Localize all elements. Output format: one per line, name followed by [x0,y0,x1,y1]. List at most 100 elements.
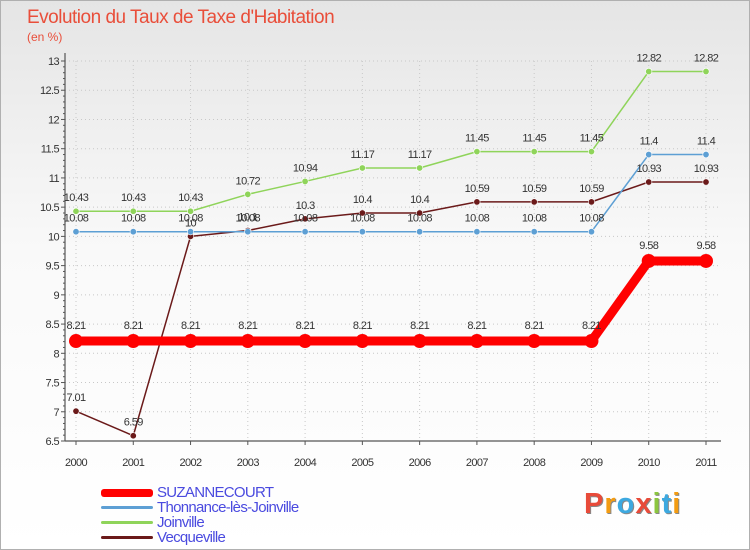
y-tick-label: 10.5 [40,202,59,214]
data-point [416,209,424,217]
x-tick-label: 2010 [638,457,661,469]
y-tick-label: 11.5 [41,144,60,156]
y-tick-label: 12.5 [40,85,59,97]
data-point [530,198,538,206]
legend-swatch [101,536,153,539]
logo-letter: o [616,488,636,520]
y-tick-label: 9.5 [46,261,60,273]
logo-letter: i [652,488,662,520]
data-point [587,148,595,156]
chart-unit: (en %) [27,30,63,44]
data-label: 10.08 [579,213,604,225]
data-label: 10.08 [236,213,261,225]
data-point [584,334,599,349]
data-point [358,164,366,172]
x-tick-label: 2009 [580,457,603,469]
series-line [75,70,707,212]
data-label: 11.45 [522,133,546,145]
legend-label: SUZANNECOURT [157,484,274,501]
data-label: 10 [185,217,197,229]
data-label: 10.59 [522,183,547,195]
series-line [75,153,707,233]
data-label: 10.08 [350,213,375,225]
data-point [473,228,481,236]
data-label: 12.82 [636,53,661,65]
x-tick-label: 2006 [409,457,432,469]
data-label: 10.1 [238,212,257,224]
legend-item-suzannecourt: SUZANNECOURT [101,484,298,501]
data-point [358,228,366,236]
data-label: 10.4 [353,194,372,206]
x-tick-label: 2003 [237,457,260,469]
logo-letter: x [635,488,653,520]
y-tick-label: 13 [48,56,60,68]
x-tick-label: 2008 [523,457,546,469]
y-tick-label: 7 [53,407,59,419]
data-label: 11.17 [351,149,375,161]
y-tick-label: 9 [53,290,59,302]
data-label: 10.08 [121,213,146,225]
data-label: 11.45 [580,133,604,145]
data-point [530,148,538,156]
data-label: 10.43 [64,192,89,204]
data-point [244,228,252,236]
data-point [702,151,710,159]
y-tick-label: 12 [48,114,60,126]
data-point [358,209,366,217]
data-label: 10.08 [293,213,318,225]
data-point [126,334,141,349]
data-label: 8.21 [525,320,544,332]
data-point [72,207,80,215]
data-point [416,228,424,236]
legend-label: Vecqueville [157,529,226,546]
data-point [69,334,83,349]
data-point [587,198,595,206]
chart-legend: SUZANNECOURT Thonnance-lès-Joinville Joi… [101,484,299,546]
data-label: 11.4 [640,136,659,148]
data-label: 11.45 [465,133,489,145]
data-point [469,334,484,349]
chart-title: Evolution du Taux de Taxe d'Habitation [27,7,335,28]
data-point [473,148,481,156]
data-label: 10.08 [407,213,432,225]
data-label: 9.58 [696,240,715,252]
y-tick-label: 7.5 [46,378,60,390]
data-point [473,198,481,206]
data-label: 8.21 [181,320,200,332]
y-tick-label: 6.5 [46,436,60,448]
data-label: 10.72 [236,175,261,187]
legend-swatch [101,488,153,497]
y-tick-label: 8.5 [46,319,60,331]
data-point [187,207,195,215]
data-label: 10.08 [64,213,89,225]
x-tick-label: 2007 [466,457,489,469]
data-point [187,228,195,236]
x-tick-label: 2002 [180,457,203,469]
legend-swatch [101,506,153,509]
data-label: 8.21 [66,320,85,332]
data-point [72,228,80,236]
legend-label: Joinville [157,514,205,531]
data-label: 8.21 [353,320,372,332]
series-line [75,181,707,437]
legend-item-thonnance: Thonnance-lès-Joinville [101,499,299,516]
data-point [355,334,370,349]
logo-letter: i [672,488,682,520]
data-label: 10.3 [296,200,315,212]
x-tick-label: 2005 [351,457,374,469]
data-point [702,68,710,76]
data-label: 12.82 [694,53,719,65]
legend-item-joinville: Joinville [101,514,298,531]
y-tick-label: 11 [49,173,60,185]
legend-label: Thonnance-lès-Joinville [157,499,299,516]
logo-letter: P [584,488,605,520]
data-label: 10.08 [178,213,203,225]
data-point [244,190,252,198]
data-label: 8.21 [467,320,486,332]
x-tick-label: 2011 [695,457,717,469]
data-label: 8.21 [582,320,601,332]
data-label: 11.4 [697,136,716,148]
logo-letter: t [661,488,673,520]
